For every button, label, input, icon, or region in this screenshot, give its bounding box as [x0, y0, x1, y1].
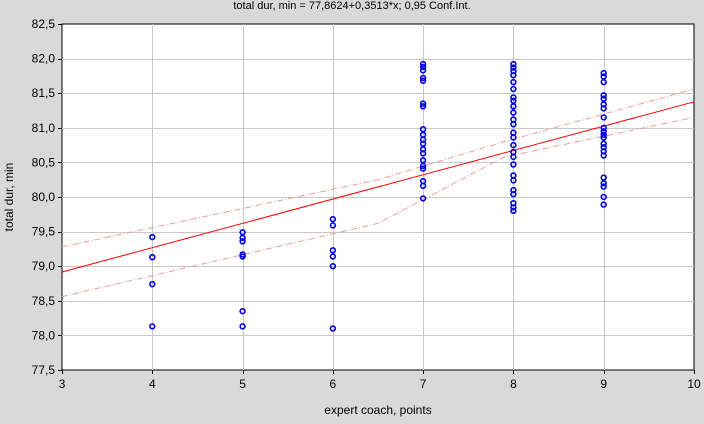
data-point [510, 141, 517, 149]
data-point [419, 103, 427, 110]
data-point [600, 183, 607, 190]
data-point [600, 131, 607, 138]
x-tick-label: 8 [510, 377, 517, 391]
y-tick-label: 78,0 [32, 328, 56, 342]
axis-ticks: 3 4 5 6 7 8 9 10 77,5 78,0 78,5 79,0 79,5 80,0 80,5 81,… [32, 17, 701, 391]
confidence-upper-line [61, 88, 695, 248]
data-point [600, 180, 607, 187]
data-points [149, 60, 607, 332]
data-point [419, 67, 427, 74]
data-point [600, 69, 607, 77]
data-point [510, 60, 517, 68]
data-point [600, 140, 607, 147]
regression-line [61, 101, 695, 273]
data-point [510, 177, 517, 184]
data-point [510, 121, 517, 128]
data-point [510, 85, 517, 93]
data-point [419, 100, 427, 107]
data-point [239, 323, 246, 330]
y-axis-label: total dur, min [2, 163, 16, 232]
x-tick-label: 5 [239, 377, 246, 391]
y-tick-label: 78,5 [32, 294, 56, 308]
data-point [510, 64, 517, 71]
data-point [329, 253, 337, 260]
data-point [239, 238, 246, 245]
data-point [419, 182, 427, 190]
data-point [510, 94, 517, 101]
x-tick-label: 6 [330, 377, 337, 391]
regression-fit [61, 101, 695, 273]
data-point [329, 247, 337, 254]
gridlines [62, 24, 694, 370]
data-point [329, 222, 337, 229]
data-point [149, 281, 156, 288]
data-point [600, 201, 607, 208]
y-tick-label: 79,5 [32, 225, 56, 239]
x-tick-label: 3 [59, 377, 66, 391]
data-point [600, 152, 607, 159]
data-point [600, 95, 607, 102]
x-tick-label: 9 [600, 377, 607, 391]
data-point [419, 165, 427, 172]
data-point [419, 77, 427, 84]
data-point [329, 215, 337, 223]
data-point [419, 60, 427, 68]
y-tick-label: 82,5 [32, 17, 56, 31]
data-point [510, 109, 517, 116]
chart-title: total dur, min = 77,8624+0,3513*x; 0,95 … [233, 0, 470, 12]
data-point [239, 308, 246, 315]
data-point [149, 254, 156, 261]
data-point [510, 134, 517, 141]
data-point [419, 74, 427, 82]
data-point [510, 71, 517, 79]
y-tick-label: 80,5 [32, 155, 56, 169]
data-point [510, 103, 517, 110]
data-point [329, 325, 337, 332]
data-point [510, 191, 517, 198]
data-point [600, 114, 607, 121]
x-tick-label: 7 [420, 377, 427, 391]
y-tick-label: 81,5 [32, 86, 56, 100]
x-tick-label: 4 [149, 377, 156, 391]
data-point [600, 105, 607, 112]
data-point [510, 204, 517, 211]
data-point [419, 162, 427, 170]
data-point [510, 78, 517, 86]
data-point [149, 323, 156, 330]
data-point [419, 195, 427, 202]
y-tick-label: 81,0 [32, 121, 56, 135]
confidence-lower-line [61, 116, 695, 298]
data-point [600, 78, 607, 86]
data-point [600, 134, 607, 141]
data-point [600, 92, 607, 99]
data-point [239, 234, 246, 242]
data-point [510, 207, 517, 215]
y-tick-label: 77,5 [32, 363, 56, 377]
data-point [600, 128, 607, 135]
y-tick-label: 80,0 [32, 190, 56, 204]
data-point [239, 253, 246, 260]
confidence-band [61, 88, 695, 298]
data-point [600, 124, 607, 132]
x-axis-label: expert coach, points [324, 403, 431, 417]
data-point [329, 263, 337, 270]
data-point [510, 161, 517, 168]
y-tick-label: 79,0 [32, 259, 56, 273]
data-point [600, 193, 607, 201]
data-point [510, 153, 517, 161]
y-tick-label: 82,0 [32, 52, 56, 66]
data-point [419, 150, 427, 157]
x-tick-label: 10 [687, 377, 701, 391]
data-point [149, 233, 156, 241]
data-point [419, 63, 427, 71]
